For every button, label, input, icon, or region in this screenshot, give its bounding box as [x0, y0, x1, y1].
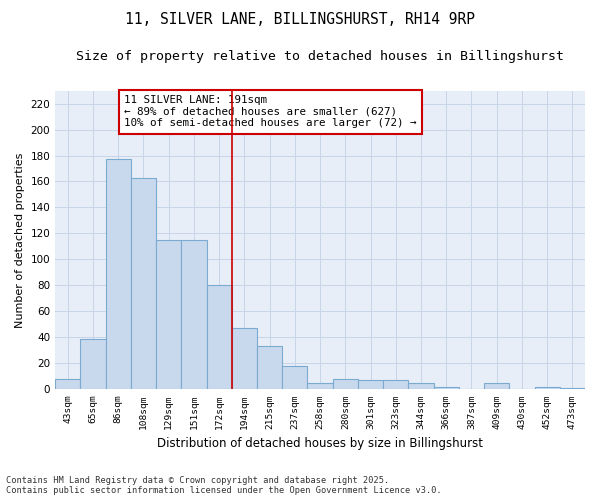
Text: Contains HM Land Registry data © Crown copyright and database right 2025.
Contai: Contains HM Land Registry data © Crown c…: [6, 476, 442, 495]
Bar: [181, 240, 206, 390]
Bar: [358, 380, 383, 390]
Text: 11, SILVER LANE, BILLINGSHURST, RH14 9RP: 11, SILVER LANE, BILLINGSHURST, RH14 9RP: [125, 12, 475, 28]
Bar: [332, 379, 358, 390]
Bar: [156, 240, 181, 390]
Bar: [535, 386, 560, 390]
Bar: [484, 383, 509, 390]
Text: 11 SILVER LANE: 191sqm
← 89% of detached houses are smaller (627)
10% of semi-de: 11 SILVER LANE: 191sqm ← 89% of detached…: [124, 95, 416, 128]
Bar: [232, 328, 257, 390]
Title: Size of property relative to detached houses in Billingshurst: Size of property relative to detached ho…: [76, 50, 564, 63]
Bar: [560, 388, 585, 390]
Bar: [80, 338, 106, 390]
Bar: [383, 380, 409, 390]
Bar: [106, 160, 131, 390]
Y-axis label: Number of detached properties: Number of detached properties: [15, 152, 25, 328]
Bar: [206, 286, 232, 390]
Bar: [307, 383, 332, 390]
X-axis label: Distribution of detached houses by size in Billingshurst: Distribution of detached houses by size …: [157, 437, 483, 450]
Bar: [55, 379, 80, 390]
Bar: [282, 366, 307, 390]
Bar: [257, 346, 282, 390]
Bar: [131, 178, 156, 390]
Bar: [409, 383, 434, 390]
Bar: [434, 386, 459, 390]
